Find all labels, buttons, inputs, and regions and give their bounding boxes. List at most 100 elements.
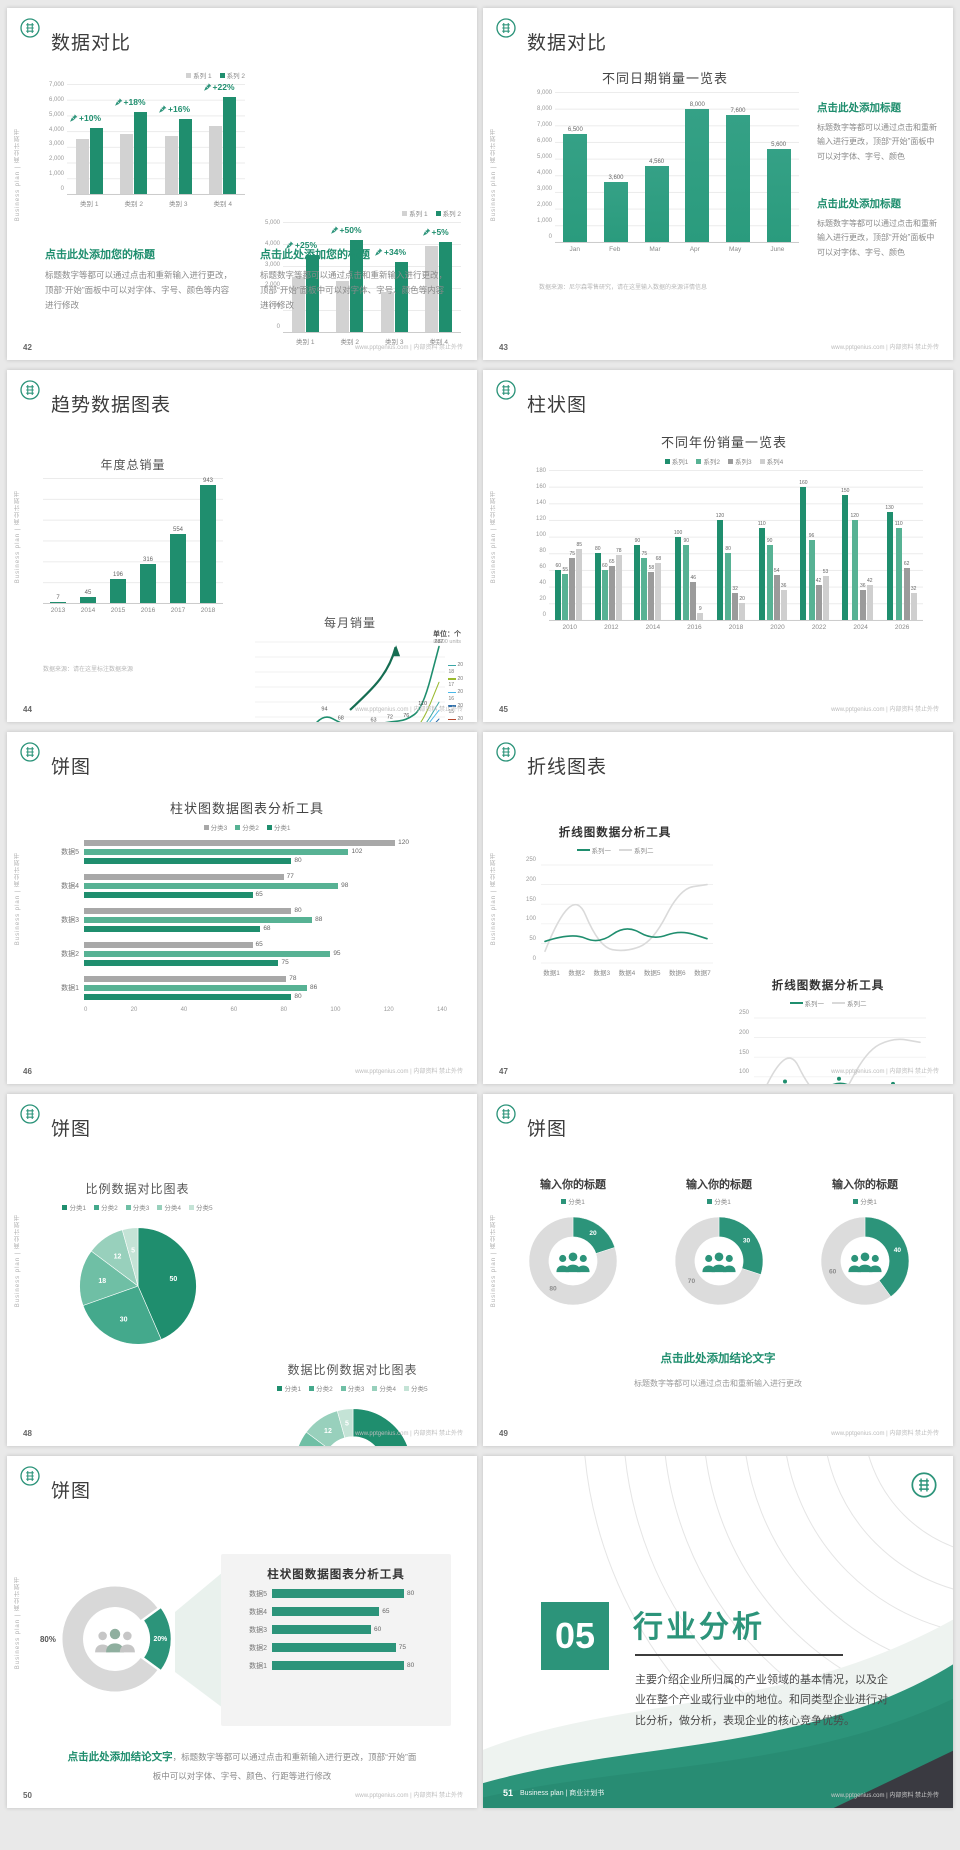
bar bbox=[305, 255, 319, 332]
vlabel: 62 bbox=[903, 561, 910, 568]
bar bbox=[866, 585, 873, 620]
c-legend: 系列一 系列二 bbox=[728, 998, 928, 1008]
vlabel: 32 bbox=[732, 586, 738, 593]
hval: 75 bbox=[281, 959, 289, 966]
chart-line-left: 折线图数据分析工具 系列一 系列二 250 200 150 100 50 0 数据1 数据2 数据3 数… bbox=[515, 824, 715, 977]
hrow: 数据3 60 bbox=[235, 1623, 437, 1636]
xlabel: 2024 bbox=[853, 624, 868, 631]
lg-t: 系列 1 bbox=[409, 211, 428, 218]
hbar bbox=[84, 925, 261, 932]
lg-item: 系列 1 bbox=[186, 70, 212, 80]
line-chart-svg bbox=[754, 1017, 926, 1084]
line-chart-svg bbox=[541, 864, 713, 964]
lg-t: 分类1 bbox=[284, 1386, 302, 1393]
bar bbox=[910, 593, 917, 620]
rl-dash bbox=[448, 664, 457, 667]
bar bbox=[601, 570, 608, 620]
c-body: 7 45 196 316 554 943 2013 2014 2015 2016 2017 2018 bbox=[43, 478, 223, 614]
hbar bbox=[84, 848, 349, 855]
bar bbox=[851, 520, 858, 620]
lg-item: 分类1 bbox=[707, 1196, 731, 1206]
group: 196 bbox=[110, 572, 126, 603]
hline: 86 bbox=[84, 984, 447, 991]
pie-chart-svg: 40 60 bbox=[820, 1216, 910, 1306]
slide-48: Business plan | 商业计划书 饼图 比例数据对比图表 分类1 分类2 分… bbox=[7, 1094, 477, 1446]
bar bbox=[569, 557, 576, 620]
group: 6,500 bbox=[563, 127, 588, 242]
lg-t: 分类2 bbox=[101, 1205, 118, 1212]
xlabels: Jan Feb Mar Apr May June bbox=[555, 246, 799, 253]
ytick: 1,000 bbox=[536, 218, 552, 224]
c-legend: 分类1 bbox=[797, 1196, 933, 1206]
ytick: 0 bbox=[548, 234, 552, 240]
section-number: 05 bbox=[554, 1615, 596, 1656]
hxt: 60 bbox=[230, 1007, 238, 1013]
barcol: 68 bbox=[655, 556, 662, 620]
groups: +10% +18% +16% +22% bbox=[67, 82, 245, 194]
xlabel: 数据4 bbox=[618, 970, 636, 977]
hbar bbox=[84, 959, 279, 966]
anno: +10% bbox=[70, 113, 101, 123]
rl-row: 16 bbox=[448, 696, 463, 703]
hval: 68 bbox=[263, 925, 271, 932]
slide-footer-text: www.pptgenius.com | 内部资料 禁止外传 bbox=[831, 1431, 939, 1437]
c-legend: 分类1 bbox=[505, 1196, 641, 1206]
plot-col: +25% +50% +34% +5% 类别 1 类别 2 类别 3 类别 4 bbox=[283, 222, 461, 346]
rl-t: 16 bbox=[448, 695, 454, 702]
pin-icon bbox=[114, 98, 123, 107]
pin-icon bbox=[286, 241, 294, 249]
barcol: 58 bbox=[648, 565, 655, 620]
hbars: 120 102 80 bbox=[84, 837, 447, 866]
pin-icon bbox=[330, 226, 339, 234]
xlabel: 2022 bbox=[811, 624, 827, 631]
bar bbox=[895, 528, 902, 620]
ytick: 80 bbox=[539, 548, 546, 554]
barcol: 20 bbox=[739, 596, 746, 620]
lg-t: 分类3 bbox=[347, 1386, 365, 1393]
sw bbox=[186, 72, 192, 78]
xlabel: 数据3 bbox=[593, 970, 611, 977]
xlabel: 类别 1 bbox=[296, 339, 315, 346]
xlabel: 2012 bbox=[604, 624, 619, 631]
vlabel: 8,000 bbox=[689, 101, 705, 108]
svg-text:12: 12 bbox=[324, 1428, 332, 1435]
groups: 60 55 75 85 80 60 65 78 90 75 58 68 100 90 46 9 120 80 32 2… bbox=[549, 470, 923, 620]
sw bbox=[664, 458, 670, 464]
barcol bbox=[223, 96, 237, 194]
barcol bbox=[336, 281, 350, 332]
lg-t: 系列3 bbox=[735, 459, 752, 466]
xlabels: 2010 2012 2014 2016 2018 2020 2022 2024 2026 bbox=[549, 624, 923, 631]
slide-footer-text: www.pptgenius.com | 内部资料 禁止外传 bbox=[355, 707, 463, 713]
lg-item: 分类2 bbox=[309, 1383, 333, 1393]
ytick: 180 bbox=[535, 468, 546, 474]
slide-footer-text: www.pptgenius.com | 内部资料 禁止外传 bbox=[355, 1069, 463, 1075]
xlabel: 类别 3 bbox=[169, 201, 188, 208]
c-legend: 分类1 分类2 分类3 分类4 分类5 bbox=[35, 1202, 240, 1212]
hval: 80 bbox=[407, 1662, 415, 1669]
panel-heading: 输入你的标题 bbox=[686, 1179, 752, 1191]
barcol: 120 bbox=[850, 513, 859, 620]
slide-footer-text: www.pptgenius.com | 内部资料 禁止外传 bbox=[355, 1793, 463, 1799]
hxt: 20 bbox=[130, 1007, 138, 1013]
vlabel: 53 bbox=[822, 568, 829, 575]
slide-50: Business plan | 商业计划书 饼图 20% 80% 柱状图数据图表分… bbox=[7, 1456, 477, 1808]
svg-text:287: 287 bbox=[434, 639, 443, 645]
sw bbox=[576, 849, 590, 851]
hrow: 数据1 78 86 80 bbox=[47, 973, 447, 1002]
ytick: 140 bbox=[535, 500, 546, 506]
xlabel: Jan bbox=[569, 246, 581, 253]
rl-t: 20 bbox=[457, 689, 463, 695]
ytick: 250 bbox=[738, 1010, 749, 1016]
hline: 80 bbox=[272, 1589, 437, 1598]
hbar bbox=[84, 941, 253, 948]
slide-side-caption: Business plan | 商业计划书 bbox=[15, 852, 21, 946]
slide-49: Business plan | 商业计划书 饼图 输入你的标题 分类1 20 80 … bbox=[483, 1094, 953, 1446]
anno: +34% bbox=[375, 247, 406, 257]
donut-panel: 输入你的标题 分类1 40 60 bbox=[797, 1176, 933, 1317]
chart-donut-8020: 20% 80% bbox=[35, 1564, 195, 1719]
lg-item: 系列2 bbox=[696, 456, 720, 466]
vlabel: 4,560 bbox=[649, 159, 665, 165]
c-body: 数据5 80 数据4 65 数据3 60 数据2 75 数据1 80 bbox=[235, 1587, 437, 1672]
